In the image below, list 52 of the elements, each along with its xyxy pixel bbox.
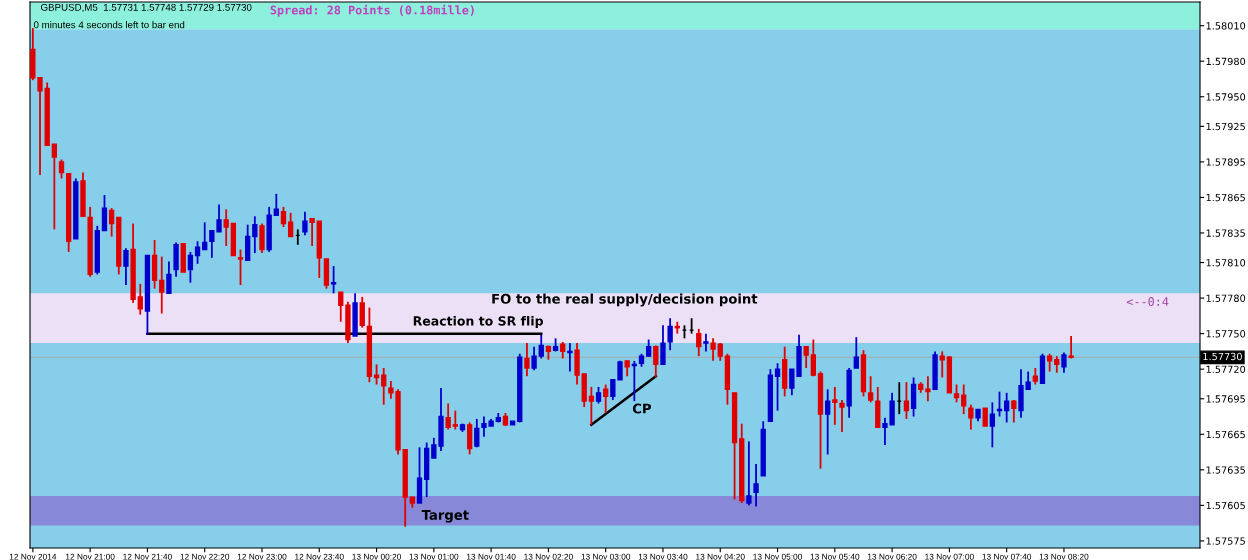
annotation: Target [421,510,469,523]
x-tick-label: 13 Nov 05:00 [753,553,802,560]
annotation: CP [632,403,652,414]
y-tick-label: 1.57695 [1206,395,1245,403]
candlestick [982,407,988,427]
y-tick-label: 1.57835 [1206,229,1245,237]
candlestick [237,248,244,286]
x-tick-label: 12 Nov 22:20 [180,553,230,560]
y-tick-label: 1.57575 [1206,537,1245,545]
y-tick-label: 1.57925 [1206,122,1245,131]
annotation: <--0:4 [1126,297,1169,307]
candlestick [509,420,516,426]
annotation: Spread: 28 Points (0.18mille) [270,4,474,17]
x-tick-label: 13 Nov 02:20 [524,553,573,560]
x-tick-label: 13 Nov 07:40 [982,553,1032,560]
y-tick-label: 1.57980 [1206,57,1246,66]
y-tick-label: 1.57665 [1206,430,1245,439]
x-tick-label: 12 Nov 21:00 [66,553,115,560]
candlestick [1068,335,1074,360]
y-tick-label: 1.57720 [1206,365,1246,373]
y-tick-label: 1.58010 [1206,22,1246,30]
candlestick [703,332,709,353]
y-tick-label: 1.57950 [1206,93,1246,101]
x-tick-label: 12 Nov 2014 [9,553,57,560]
y-tick-label: 1.57895 [1206,158,1245,166]
y-tick-label: 1.57865 [1206,193,1245,202]
y-tick-label: 1.57635 [1206,466,1245,474]
x-tick-label: 13 Nov 04:20 [696,553,745,560]
x-tick-label: 13 Nov 05:40 [810,553,860,560]
ref-line-label: 1.57730 [1203,352,1242,361]
y-tick-label: 1.57750 [1206,330,1246,338]
x-tick-label: 12 Nov 23:40 [295,553,344,560]
x-tick-label: 13 Nov 08:20 [1039,553,1089,560]
y-tick-label: 1.57605 [1206,501,1245,510]
x-tick-label: 13 Nov 06:20 [867,553,917,560]
x-tick-label: 13 Nov 01:00 [409,553,459,560]
x-tick-label: 13 Nov 07:00 [925,553,974,560]
x-tick-label: 12 Nov 23:00 [237,553,287,560]
x-tick-label: 13 Nov 03:00 [581,553,631,560]
x-tick-label: 12 Nov 21:40 [123,553,172,560]
candlestick [309,217,315,247]
annotation: Reaction to SR flip [413,315,543,329]
x-tick-label: 13 Nov 01:40 [466,553,516,560]
chart-title: GBPUSD,M5 1.57731 1.57748 1.57729 1.57730 [41,3,252,12]
candlestick [230,222,237,257]
y-tick-label: 1.57810 [1206,259,1246,267]
x-tick-label: 13 Nov 00:20 [352,553,402,560]
x-tick-label: 13 Nov 03:40 [638,553,688,560]
candlestick [180,242,186,273]
y-tick-label: 1.57780 [1206,294,1246,302]
annotation: 0 minutes 4 seconds left to bar end [33,21,185,29]
annotation: FO to the real supply/decision point [492,293,758,307]
